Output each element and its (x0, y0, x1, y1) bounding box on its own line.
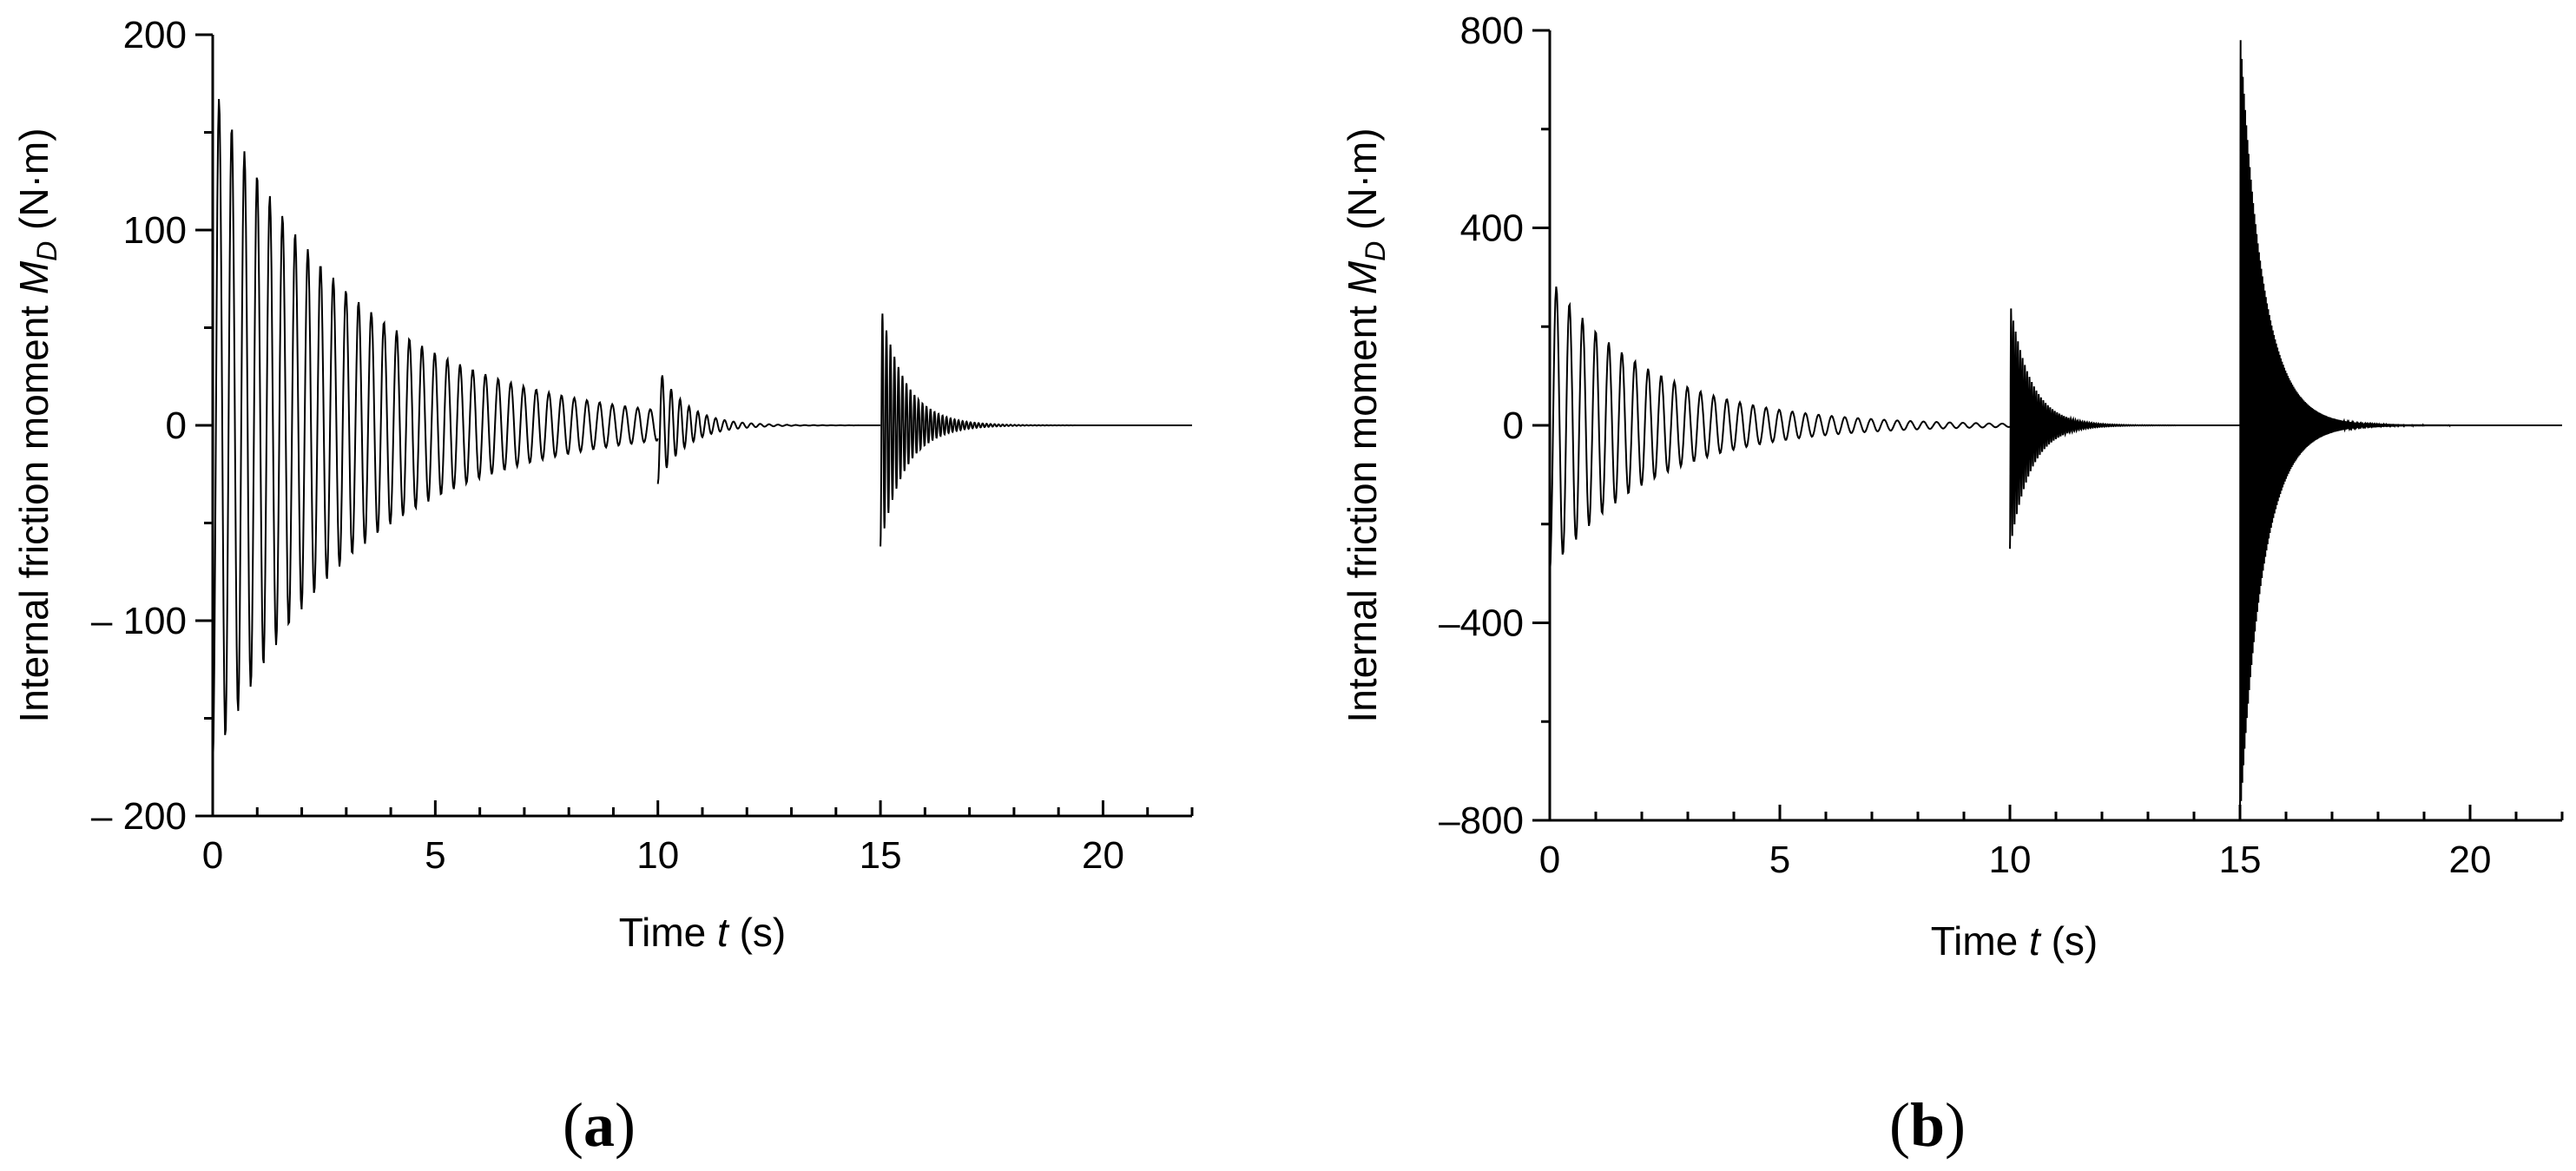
panel-b-ticks (1532, 29, 2564, 822)
panel-a-x-tick-label: 15 (860, 834, 902, 877)
panel-b-label: (b) (1889, 1090, 1966, 1160)
panel-b-y-tick-label: –800 (1439, 799, 1524, 842)
panel-b-signal-burst-2 (2009, 308, 2240, 549)
panel-b-signal-burst-1 (1549, 286, 2011, 574)
panel-b-signal-group (1549, 40, 2562, 821)
panel-b-x-axis-title: Time t (s) (1931, 918, 2098, 964)
panel-b-chart: 0 5 10 15 20 –800 –400 0 400 800 Time t (s) Inter… (1340, 10, 2564, 1160)
panel-a-signal-burst-1 (212, 98, 659, 767)
panel-a-tick-labels: 0 5 10 15 20 – 200 – 100 0 100 200 (91, 14, 1124, 877)
panel-a-signal-burst-2 (656, 375, 881, 484)
panel-b-x-tick-label: 0 (1539, 839, 1560, 881)
panel-a-y-tick-label: 0 (166, 405, 187, 447)
panel-b-y-tick-label: –400 (1439, 602, 1524, 645)
panel-a-y-tick-label: 100 (123, 209, 187, 252)
panel-a-x-tick-label: 5 (425, 834, 445, 877)
panel-a-x-axis-title: Time t (s) (619, 910, 787, 955)
panel-a-chart: 0 5 10 15 20 – 200 – 100 0 100 200 Time t (s) Int… (11, 14, 1194, 1160)
panel-a-ticks (195, 33, 1194, 818)
panel-b-tick-labels: 0 5 10 15 20 –800 –400 0 400 800 (1439, 10, 2491, 881)
panel-b-signal-burst-3 (2239, 40, 2562, 821)
panel-a-label: (a) (563, 1090, 636, 1160)
panel-a-x-tick-label: 0 (202, 834, 223, 877)
panel-b-y-axis-title: Internal friction moment MD (N·m) (1340, 128, 1391, 722)
panel-b-x-tick-label: 20 (2449, 839, 2492, 881)
panel-b-x-tick-label: 15 (2219, 839, 2262, 881)
panel-b-y-tick-label: 800 (1460, 10, 1524, 52)
panel-b-y-tick-label: 400 (1460, 207, 1524, 250)
panel-a-x-tick-label: 10 (636, 834, 679, 877)
panel-a-y-tick-label: 200 (123, 14, 187, 56)
panel-a-signal-burst-3 (880, 313, 1192, 547)
panel-b-y-tick-label: 0 (1503, 405, 1524, 447)
panel-a-signal-group (212, 98, 1192, 767)
panel-a-y-tick-label: – 100 (91, 600, 187, 642)
panel-b-x-tick-label: 5 (1769, 839, 1790, 881)
panel-a-x-tick-label: 20 (1082, 834, 1124, 877)
panel-a-y-axis-title: Internal friction moment MD (N·m) (11, 128, 63, 722)
panel-a-y-tick-label: – 200 (91, 795, 187, 838)
panel-b-x-tick-label: 10 (1989, 839, 2032, 881)
